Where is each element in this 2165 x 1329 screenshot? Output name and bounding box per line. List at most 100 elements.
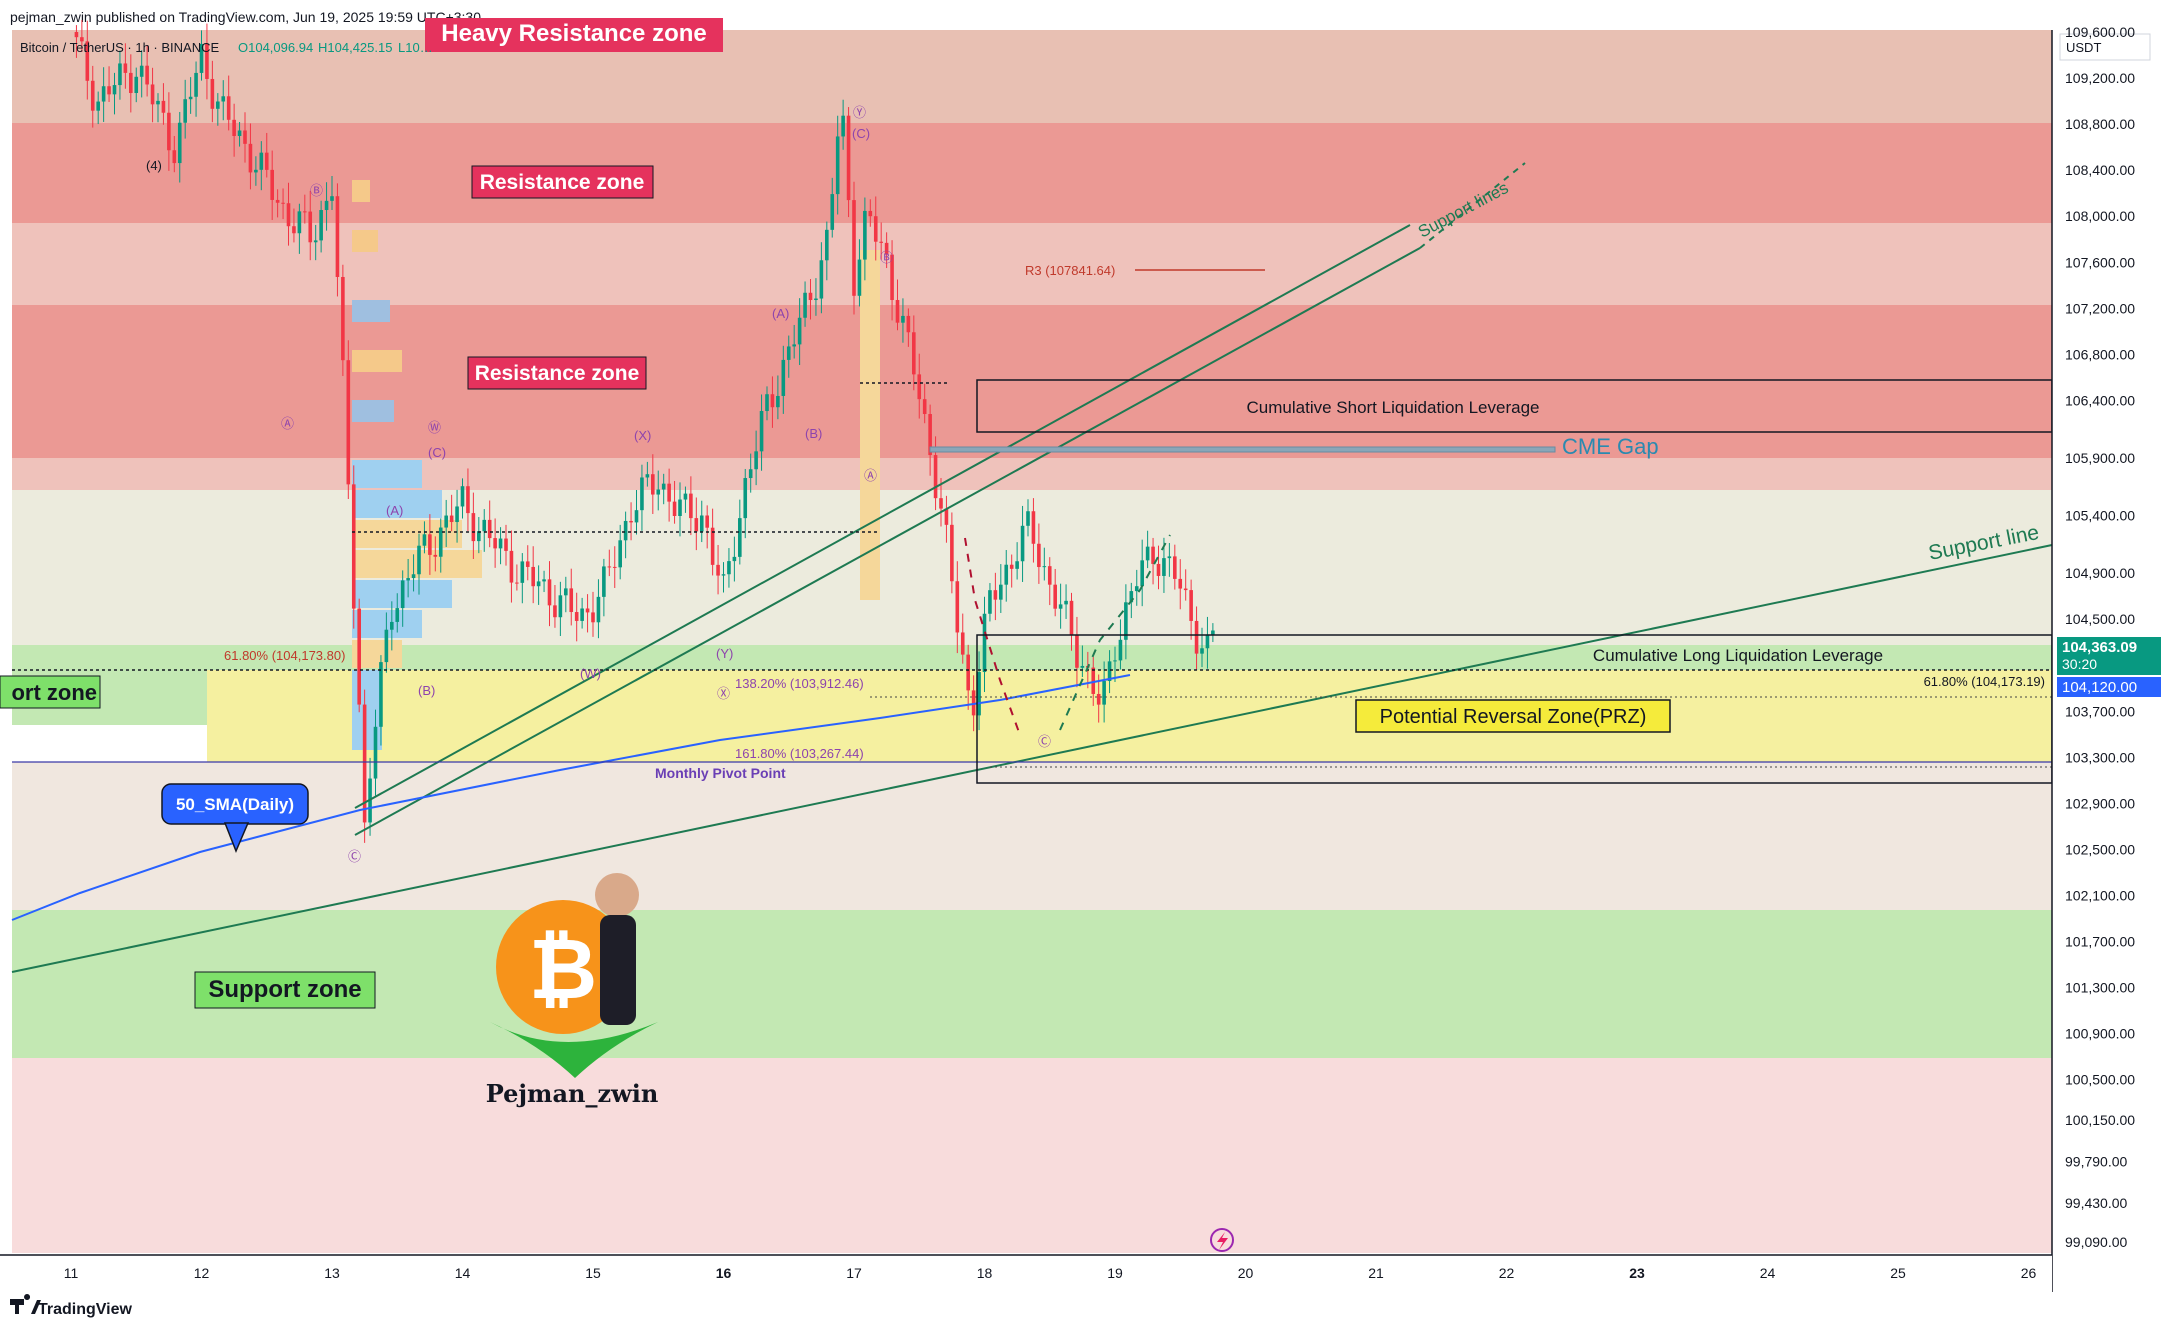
sma-callout-label: 50_SMA(Daily) — [176, 795, 294, 814]
time-tick-label: 17 — [846, 1265, 862, 1281]
candle-body — [906, 315, 911, 333]
candle-body — [634, 510, 639, 523]
ohlc-open: O104,096.94 — [238, 40, 313, 55]
candle-body — [515, 582, 519, 584]
price-tick-label: 101,300.00 — [2065, 980, 2135, 996]
price-tick-label: 100,900.00 — [2065, 1026, 2135, 1042]
candle-body — [313, 240, 318, 243]
candle-body — [868, 210, 873, 217]
price-axis[interactable]: USDT 109,600.00 109,200.00 108,800.00 108,4… — [2051, 24, 2165, 1292]
candle-body — [1053, 584, 1057, 609]
published-caption: pejman_zwin published on TradingView.com… — [10, 9, 481, 25]
candle-body — [1096, 693, 1101, 705]
candle-body — [651, 474, 655, 495]
price-tick-label: 105,400.00 — [2065, 508, 2135, 524]
candle-body — [460, 486, 465, 507]
candle-body — [1107, 661, 1112, 682]
candle-body — [395, 608, 400, 622]
price-tick-label: 103,700.00 — [2065, 703, 2135, 719]
candle-body — [1205, 634, 1210, 649]
candle-body — [226, 96, 231, 120]
candle-body — [400, 580, 405, 609]
candle-body — [177, 122, 182, 164]
candle-body — [542, 579, 546, 582]
candle-body — [1113, 660, 1117, 662]
bitcoin-logo: ₿ — [490, 900, 658, 1078]
candle-body — [205, 43, 209, 79]
price-tick-label: 104,900.00 — [2065, 565, 2135, 581]
candle-body — [993, 590, 998, 600]
candle-body — [895, 300, 900, 323]
candle-body — [1009, 564, 1014, 569]
candle-body — [1091, 667, 1096, 694]
candle-body — [330, 196, 334, 201]
price-tick-label: 99,430.00 — [2065, 1195, 2127, 1211]
candle-body — [754, 451, 758, 470]
vp-bar — [352, 400, 394, 422]
currency-badge[interactable] — [2059, 33, 2151, 61]
candle-body — [738, 518, 742, 557]
candle-body — [1167, 556, 1172, 559]
price-ticks: 109,600.00 109,200.00 108,800.00 108,400.00… — [2065, 24, 2135, 1250]
wave-label: Ⓒ — [1038, 734, 1051, 749]
candle-body — [640, 477, 644, 511]
wave-label-b: (B) — [805, 426, 822, 441]
price-tick-label: 99,090.00 — [2065, 1234, 2127, 1250]
candle-body — [188, 96, 193, 100]
candle-body — [1194, 620, 1199, 654]
candle-body — [308, 211, 313, 243]
wave-label: (B) — [418, 683, 435, 698]
candle-body — [922, 399, 927, 415]
candle-body — [727, 561, 731, 575]
time-axis[interactable]: 11 12 13 14 15 16 17 18 19 20 21 22 23 24 25 26 — [0, 1254, 2052, 1292]
candle-body — [1200, 648, 1204, 654]
lower-pink-band — [12, 1058, 2052, 1253]
lightning-icon[interactable] — [1210, 1228, 1234, 1252]
wave-label: Ⓐ — [864, 468, 877, 483]
wave-label: (A) — [386, 503, 403, 518]
candle-body — [835, 136, 840, 195]
candle-body — [939, 498, 943, 509]
wave-label: Ⓧ — [717, 686, 730, 701]
candle-body — [373, 726, 378, 779]
candle-body — [574, 612, 579, 621]
price-tick-label: 104,500.00 — [2065, 611, 2135, 627]
support-label-lower-bg — [194, 971, 376, 1009]
candle-body — [335, 196, 340, 277]
monthly-pivot-label: Monthly Pivot Point — [655, 765, 786, 781]
candle-body — [982, 613, 987, 673]
candle-body — [558, 595, 563, 618]
candle-body — [1004, 564, 1009, 585]
short-liquidation-label: Cumulative Short Liquidation Leverage — [1247, 398, 1540, 417]
avatar-head — [595, 873, 639, 917]
candle-body — [1145, 546, 1150, 561]
time-axis-bg — [0, 1255, 2052, 1292]
lines-layer — [11, 162, 2053, 973]
sma-callout-tail — [223, 822, 250, 853]
price-tick-label: 109,200.00 — [2065, 70, 2135, 86]
candle-body — [846, 115, 851, 201]
candle-body — [1183, 588, 1188, 591]
candle-body — [357, 608, 361, 705]
candle-body — [493, 538, 497, 549]
candle-body — [629, 520, 633, 523]
candle-body — [417, 545, 421, 575]
author-avatar — [595, 873, 639, 1025]
support-label-left-bg — [0, 675, 101, 709]
candle-body — [504, 538, 508, 551]
wave-label: (Y) — [716, 646, 733, 661]
tradingview-logo-icon — [10, 1294, 41, 1314]
candle-body — [1211, 630, 1215, 635]
candle-body — [814, 298, 818, 301]
candle-body — [901, 315, 905, 323]
time-tick-label: 19 — [1107, 1265, 1123, 1281]
price-tick-label: 106,400.00 — [2065, 392, 2135, 408]
candle-body — [950, 524, 954, 582]
tradingview-footer[interactable]: TradingView — [10, 1294, 133, 1318]
candle-body — [776, 395, 780, 408]
symbol-line: Bitcoin / TetherUS · 1h · BINANCE — [20, 40, 219, 55]
marker-price-label: 104,120.00 — [2062, 679, 2137, 696]
candle-body — [971, 690, 976, 716]
vp-bar — [352, 350, 402, 372]
candle-body — [281, 202, 285, 204]
